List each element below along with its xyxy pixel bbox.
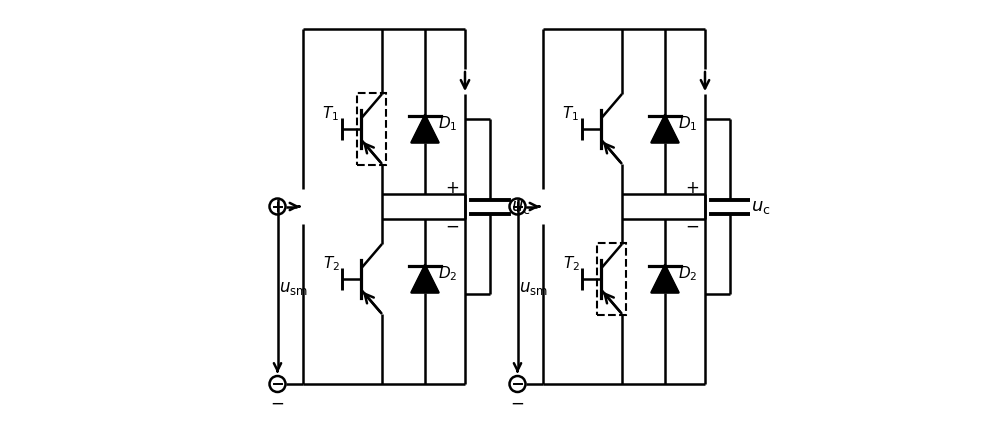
Text: $T_2$: $T_2$ xyxy=(563,255,579,273)
Text: $D_2$: $D_2$ xyxy=(678,265,697,283)
Text: $-$: $-$ xyxy=(510,394,525,412)
Text: $-$: $-$ xyxy=(685,217,700,234)
Polygon shape xyxy=(652,265,678,293)
Text: $T_1$: $T_1$ xyxy=(322,105,340,123)
Polygon shape xyxy=(412,265,438,293)
Text: $T_2$: $T_2$ xyxy=(323,255,339,273)
Text: $u_{\rm sm}$: $u_{\rm sm}$ xyxy=(519,279,548,297)
Text: $-$: $-$ xyxy=(445,217,460,234)
Text: $+$: $+$ xyxy=(685,179,700,196)
Text: $u_{\rm sm}$: $u_{\rm sm}$ xyxy=(279,279,308,297)
Text: $D_2$: $D_2$ xyxy=(438,265,457,283)
Bar xyxy=(357,93,386,165)
Text: $T_1$: $T_1$ xyxy=(562,105,580,123)
Text: $u_{\rm c}$: $u_{\rm c}$ xyxy=(751,198,771,215)
Text: $u_{\rm c}$: $u_{\rm c}$ xyxy=(511,198,531,215)
Text: $D_1$: $D_1$ xyxy=(438,114,457,134)
Text: $-$: $-$ xyxy=(270,394,285,412)
Text: $D_1$: $D_1$ xyxy=(678,114,697,134)
Bar xyxy=(597,243,626,315)
Polygon shape xyxy=(652,115,678,142)
Polygon shape xyxy=(412,115,438,142)
Text: $+$: $+$ xyxy=(445,179,460,196)
